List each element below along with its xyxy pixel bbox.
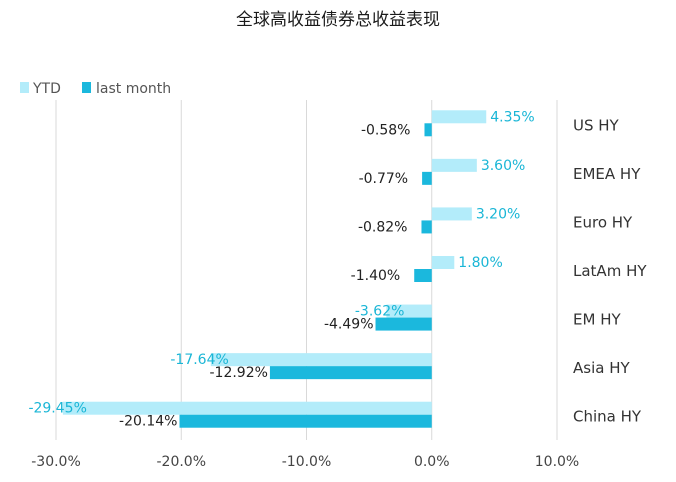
bar-ytd — [62, 401, 432, 415]
data-label-ytd: 3.60% — [481, 158, 525, 174]
bar-last-month — [421, 220, 432, 234]
data-label-last-month: -0.58% — [361, 122, 411, 138]
chart-title: 全球高收益债券总收益表现 — [236, 10, 440, 30]
x-tick-label: 0.0% — [414, 454, 450, 470]
data-label-last-month: -4.49% — [324, 317, 374, 333]
bar-last-month — [375, 317, 432, 331]
gridlines — [55, 100, 558, 440]
data-label-ytd: 1.80% — [458, 255, 502, 271]
data-label-ytd: 3.20% — [476, 206, 520, 222]
category-label: Asia HY — [573, 359, 630, 377]
data-label-ytd: -29.45% — [28, 401, 86, 417]
x-tick-label: -10.0% — [282, 454, 332, 470]
data-label-last-month: -0.77% — [359, 171, 409, 187]
bar-ytd — [431, 158, 477, 172]
bars — [62, 110, 487, 428]
data-label-last-month: -12.92% — [209, 365, 267, 381]
bar-ytd — [386, 304, 432, 318]
category-label: Euro HY — [573, 213, 633, 231]
value-labels: 4.35% -0.58% 3.60% -0.77% 3.20% -0.82% 1.80% -1… — [28, 109, 534, 429]
x-axis-tick-labels: -30.0% -20.0% -10.0% 0.0% 10.0% — [31, 454, 579, 470]
data-label-last-month: -0.82% — [358, 219, 408, 235]
bar-ytd — [431, 256, 455, 269]
category-label: China HY — [573, 408, 642, 426]
bar-ytd — [431, 110, 487, 124]
category-label: US HY — [573, 116, 620, 134]
legend-swatch-ytd — [20, 82, 29, 93]
bar-ytd — [210, 353, 432, 367]
data-label-last-month: -20.14% — [119, 414, 177, 430]
data-label-ytd: 4.35% — [490, 109, 534, 125]
bar-last-month — [414, 269, 432, 282]
x-tick-label: -20.0% — [156, 454, 206, 470]
bar-ytd — [431, 207, 472, 221]
legend-label-last-month: last month — [96, 81, 171, 97]
category-label: LatAm HY — [573, 262, 647, 280]
legend: YTD last month — [20, 81, 171, 97]
data-label-ytd: -3.62% — [355, 304, 405, 320]
bar-last-month — [179, 414, 432, 428]
bar-last-month — [424, 123, 432, 137]
data-label-ytd: -17.64% — [170, 352, 228, 368]
category-label: EMEA HY — [573, 165, 641, 183]
x-tick-label: 10.0% — [535, 454, 579, 470]
bar-last-month — [422, 171, 432, 185]
category-labels: US HY EMEA HY Euro HY LatAm HY EM HY Asia HY C… — [573, 116, 647, 425]
x-tick-label: -30.0% — [31, 454, 81, 470]
category-label: EM HY — [573, 311, 621, 329]
data-label-last-month: -1.40% — [351, 268, 401, 284]
legend-swatch-last-month — [82, 82, 91, 93]
bar-last-month — [269, 366, 432, 380]
legend-label-ytd: YTD — [32, 81, 61, 97]
